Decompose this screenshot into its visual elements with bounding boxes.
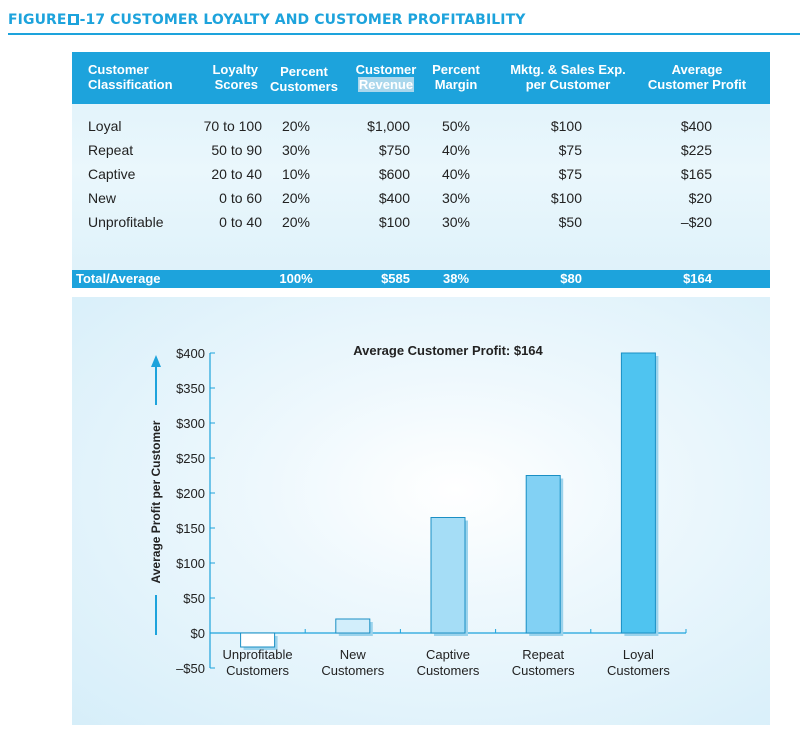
- x-tick-label: Unprofitable Customers: [223, 647, 293, 678]
- figure-title: FIGURE -17 CUSTOMER LOYALTY AND CUSTOMER …: [8, 12, 525, 28]
- y-axis-label: Average Profit per Customer: [149, 420, 163, 583]
- cell-classification: Repeat: [88, 142, 134, 158]
- total-label: Total/Average: [76, 271, 161, 286]
- profit-chart-panel: Average Customer Profit: $164 –$50 $0 $50 $…: [72, 297, 770, 725]
- cell-margin: 50%: [441, 118, 471, 134]
- x-tick-label: Repeat Customers: [512, 647, 575, 678]
- total-profit: $164: [683, 271, 712, 286]
- table-row: New 0 to 60 20% $400 30% $100 $20: [72, 190, 770, 214]
- figure-title-text: -17 CUSTOMER LOYALTY AND CUSTOMER PROFIT…: [79, 12, 526, 28]
- header-average-profit: Average Customer Profit: [647, 62, 747, 92]
- y-tick-label: $0: [191, 626, 205, 641]
- profit-bar-chart: Average Customer Profit: $164 –$50 $0 $50 $…: [149, 343, 687, 678]
- x-tick-label: Loyal Customers: [607, 647, 670, 678]
- table-row: Unprofitable 0 to 40 20% $100 30% $50 –$…: [72, 214, 770, 238]
- header-mktg-sales: Mktg. & Sales Exp. per Customer: [510, 62, 626, 92]
- cell-classification: Captive: [88, 166, 136, 182]
- cell-loyalty: 20 to 40: [211, 166, 262, 182]
- cell-mktg: $50: [558, 214, 582, 230]
- cell-margin: 40%: [441, 166, 471, 182]
- header-loyalty: Loyalty Scores: [212, 62, 258, 92]
- x-tick-label: Captive Customers: [417, 647, 480, 678]
- cell-percent: 20%: [281, 118, 311, 134]
- cell-classification: New: [88, 190, 117, 206]
- bar: [335, 618, 371, 634]
- cell-percent: 30%: [281, 142, 311, 158]
- book-icon: [67, 14, 79, 25]
- cell-profit: –$20: [680, 214, 712, 230]
- bar: [240, 632, 276, 648]
- table-total-row: Total/Average 100% $585 38% $80 $164: [72, 270, 770, 288]
- cell-profit: $225: [680, 142, 712, 158]
- cell-mktg: $100: [550, 190, 582, 206]
- cell-loyalty: 50 to 90: [211, 142, 262, 158]
- header-percent-customers: Percent Customers: [270, 64, 338, 94]
- bar: [430, 517, 466, 634]
- y-tick-label: $300: [176, 416, 205, 431]
- header-percent-margin: Percent Margin: [432, 62, 480, 92]
- cell-loyalty: 0 to 60: [219, 190, 262, 206]
- total-revenue: $585: [381, 271, 410, 286]
- header-customer-revenue: Customer Revenue: [355, 62, 417, 92]
- y-tick-label: $200: [176, 486, 205, 501]
- y-tick-label: $100: [176, 556, 205, 571]
- cell-revenue: $1,000: [367, 118, 410, 134]
- title-rule: [8, 33, 800, 35]
- cell-revenue: $750: [378, 142, 410, 158]
- y-tick-label: $250: [176, 451, 205, 466]
- cell-classification: Loyal: [88, 118, 122, 134]
- y-tick-label: $350: [176, 381, 205, 396]
- table-row: Loyal 70 to 100 20% $1,000 50% $100 $400: [72, 118, 770, 142]
- y-tick-label: $400: [176, 346, 205, 361]
- chart-title: Average Customer Profit: $164: [353, 343, 543, 358]
- header-classification: Customer Classification: [88, 62, 173, 92]
- cell-mktg: $75: [558, 142, 582, 158]
- table-row: Captive 20 to 40 10% $600 40% $75 $165: [72, 166, 770, 190]
- bar: [525, 475, 561, 634]
- cell-profit: $400: [680, 118, 712, 134]
- cell-revenue: $600: [378, 166, 410, 182]
- cell-loyalty: 70 to 100: [203, 118, 262, 134]
- cell-mktg: $75: [558, 166, 582, 182]
- y-tick-label: $50: [183, 591, 205, 606]
- total-mktg: $80: [560, 271, 582, 286]
- cell-profit: $165: [680, 166, 712, 182]
- cell-revenue: $100: [378, 214, 410, 230]
- total-percent: 100%: [279, 271, 313, 286]
- y-tick-label: $150: [176, 521, 205, 536]
- cell-loyalty: 0 to 40: [219, 214, 262, 230]
- cell-margin: 30%: [441, 214, 471, 230]
- cell-percent: 20%: [281, 190, 311, 206]
- cell-percent: 10%: [281, 166, 311, 182]
- bar: [620, 352, 656, 634]
- cell-margin: 40%: [441, 142, 471, 158]
- table-header: Customer Classification Loyalty Scores Per…: [72, 52, 770, 104]
- up-arrow-icon: [151, 355, 161, 367]
- x-tick-label: New Customers: [321, 647, 384, 678]
- cell-mktg: $100: [550, 118, 582, 134]
- table-row: Repeat 50 to 90 30% $750 40% $75 $225: [72, 142, 770, 166]
- cell-revenue: $400: [378, 190, 410, 206]
- figure-title-prefix: FIGURE: [8, 12, 67, 28]
- cell-profit: $20: [688, 190, 712, 206]
- cell-classification: Unprofitable: [88, 214, 164, 230]
- y-tick-label: –$50: [176, 661, 205, 676]
- loyalty-table: Customer Classification Loyalty Scores Per…: [72, 52, 770, 288]
- cell-margin: 30%: [441, 190, 471, 206]
- cell-percent: 20%: [281, 214, 311, 230]
- total-margin: 38%: [442, 271, 470, 286]
